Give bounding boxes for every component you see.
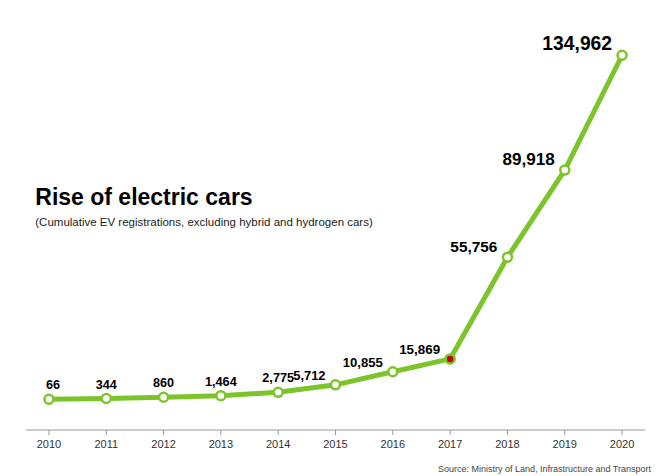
x-tick — [220, 430, 221, 435]
point — [274, 388, 283, 397]
data-label: 66 — [46, 378, 60, 392]
data-label: 5,712 — [293, 368, 325, 383]
data-label: 134,962 — [542, 33, 612, 54]
x-tick — [622, 430, 623, 435]
x-tick — [507, 430, 508, 435]
point — [44, 395, 53, 404]
point — [503, 253, 512, 262]
source: Source: Ministry of Land, Infrastructure… — [438, 464, 652, 474]
data-label: 15,869 — [399, 342, 440, 357]
point — [446, 354, 455, 363]
x-tick-label: 2013 — [209, 438, 233, 450]
data-label: 860 — [153, 376, 174, 390]
subtitle: (Cumulative EV registrations, excluding … — [35, 216, 373, 228]
plot-area — [44, 51, 626, 404]
x-tick — [48, 430, 49, 435]
line — [49, 55, 622, 399]
data-label: 10,855 — [343, 355, 383, 370]
x-tick-label: 2016 — [381, 438, 405, 450]
point — [102, 394, 111, 403]
title: Rise of electric cars — [35, 184, 252, 210]
data-label: 55,756 — [450, 238, 497, 255]
point — [388, 367, 397, 376]
x-tick — [335, 430, 336, 435]
chart: 2010 2011 2012 2013 2014 2015 2016 2017 2018 2019… — [0, 0, 658, 476]
x-tick — [450, 430, 451, 435]
point — [216, 391, 225, 400]
data-label: 89,918 — [502, 150, 554, 169]
point — [331, 380, 340, 389]
point — [560, 166, 569, 175]
x-tick-label: 2019 — [553, 438, 577, 450]
point — [618, 51, 627, 60]
x-tick-label: 2015 — [323, 438, 347, 450]
data-label: 2,775 — [262, 371, 294, 385]
x-tick — [564, 430, 565, 435]
x-tick — [163, 430, 164, 435]
x-tick-label: 2018 — [495, 438, 519, 450]
data-label: 1,464 — [205, 375, 237, 389]
x-tick-label: 2014 — [266, 438, 290, 450]
x-tick-label: 2012 — [151, 438, 175, 450]
x-tick-label: 2011 — [94, 438, 118, 450]
x-tick-label: 2010 — [37, 438, 61, 450]
x-tick-label: 2020 — [610, 438, 634, 450]
point — [159, 393, 168, 402]
x-tick — [278, 430, 279, 435]
x-tick-label: 2017 — [438, 438, 462, 450]
data-label: 344 — [96, 378, 117, 392]
x-tick — [392, 430, 393, 435]
x-tick — [106, 430, 107, 435]
